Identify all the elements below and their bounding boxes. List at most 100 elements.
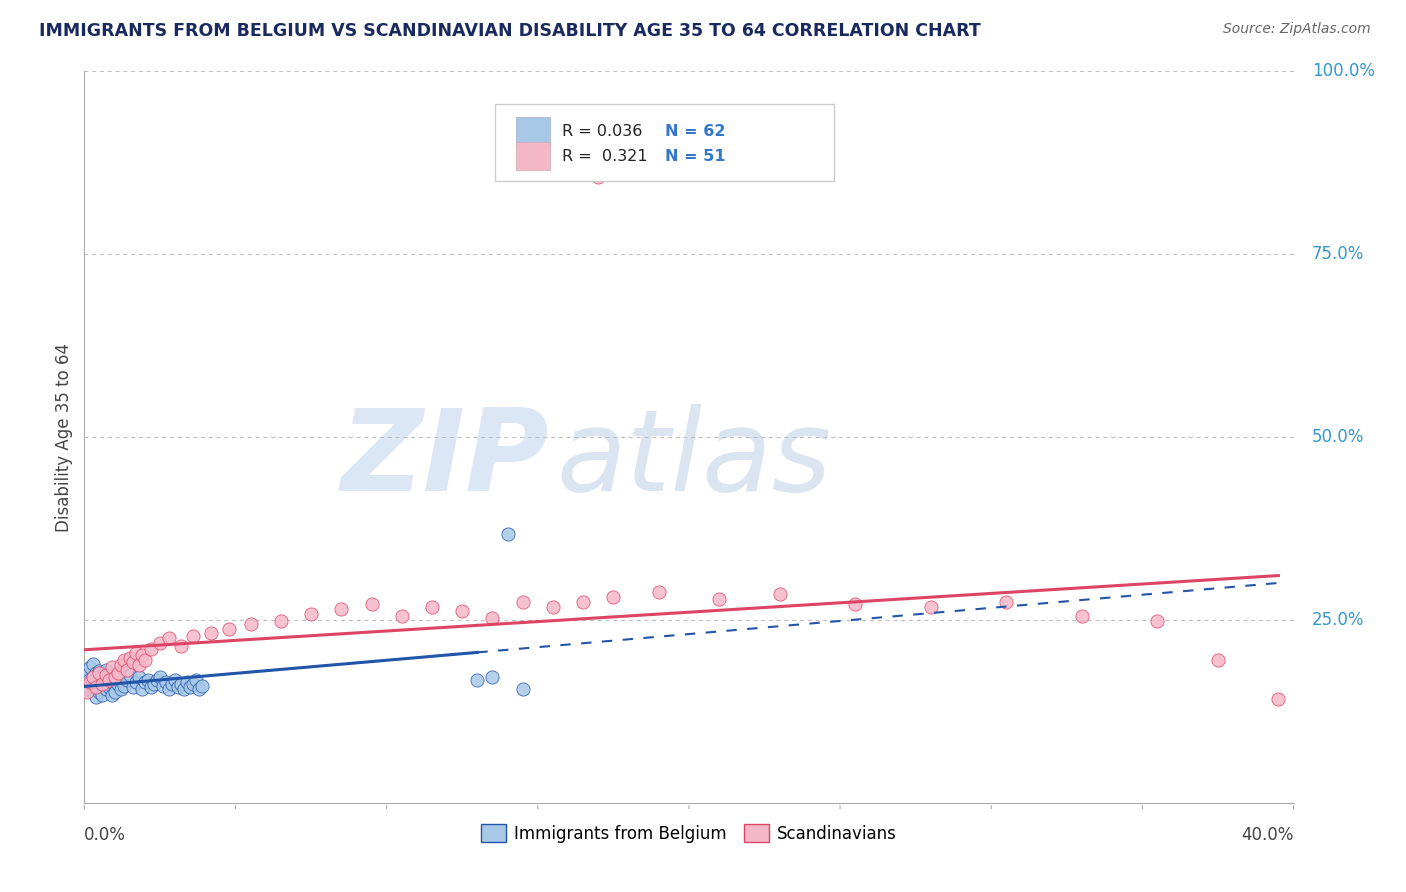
Point: [91, 677, 114, 691]
Point: [481, 670, 503, 684]
Point: [112, 679, 135, 693]
Point: [170, 677, 193, 691]
Point: [920, 599, 942, 614]
Point: [86, 690, 108, 704]
Point: [86, 665, 108, 680]
Point: [107, 665, 129, 680]
Point: [1206, 653, 1229, 667]
Point: [76, 684, 98, 698]
Point: [188, 682, 211, 697]
Point: [181, 629, 204, 643]
Point: [128, 670, 150, 684]
Point: [131, 648, 153, 662]
Text: 100.0%: 100.0%: [1312, 62, 1375, 80]
Point: [89, 665, 111, 680]
Point: [170, 639, 193, 653]
Point: [77, 673, 100, 687]
Point: [496, 526, 519, 541]
Point: [89, 684, 111, 698]
Point: [131, 682, 153, 697]
Point: [270, 615, 292, 629]
Point: [1146, 615, 1168, 629]
Point: [110, 682, 132, 697]
Point: [110, 670, 132, 684]
Point: [152, 679, 174, 693]
Point: [157, 682, 180, 697]
Point: [115, 663, 138, 677]
Point: [82, 670, 104, 684]
Point: [91, 667, 114, 681]
Y-axis label: Disability Age 35 to 64: Disability Age 35 to 64: [55, 343, 73, 532]
Point: [360, 597, 382, 611]
Point: [149, 636, 172, 650]
Legend: Immigrants from Belgium, Scandinavians: Immigrants from Belgium, Scandinavians: [474, 818, 904, 849]
Point: [86, 673, 108, 687]
Point: [125, 675, 148, 690]
Point: [104, 684, 127, 698]
Point: [191, 679, 214, 693]
Point: [330, 602, 353, 616]
Point: [82, 657, 104, 671]
Text: atlas: atlas: [555, 403, 831, 515]
Text: IMMIGRANTS FROM BELGIUM VS SCANDINAVIAN DISABILITY AGE 35 TO 64 CORRELATION CHAR: IMMIGRANTS FROM BELGIUM VS SCANDINAVIAN …: [39, 22, 981, 40]
Text: R = 0.036: R = 0.036: [562, 124, 643, 139]
Text: 25.0%: 25.0%: [1312, 611, 1364, 629]
Point: [104, 670, 127, 684]
Point: [139, 680, 162, 694]
Point: [142, 677, 165, 691]
Point: [167, 680, 190, 694]
Point: [420, 599, 443, 614]
Point: [80, 677, 103, 691]
Point: [94, 667, 117, 681]
Point: [121, 656, 143, 670]
Text: R =  0.321: R = 0.321: [562, 149, 648, 164]
Point: [97, 673, 120, 687]
Text: 75.0%: 75.0%: [1312, 245, 1364, 263]
Point: [82, 670, 104, 684]
Point: [125, 646, 148, 660]
Point: [139, 642, 162, 657]
Point: [134, 675, 156, 690]
Point: [709, 592, 731, 607]
Text: N = 51: N = 51: [665, 149, 725, 164]
Point: [91, 677, 114, 691]
Point: [82, 680, 104, 694]
Point: [94, 673, 117, 687]
Point: [75, 682, 97, 697]
Point: [79, 675, 101, 690]
Point: [481, 611, 503, 625]
Point: [86, 680, 108, 694]
Point: [79, 682, 101, 697]
Point: [136, 673, 159, 687]
Point: [118, 651, 141, 665]
Point: [89, 664, 111, 678]
Point: [107, 677, 129, 691]
Point: [299, 607, 322, 621]
Point: [115, 673, 138, 687]
Point: [995, 594, 1018, 608]
Point: [104, 673, 127, 687]
Point: [97, 670, 120, 684]
Point: [181, 677, 204, 691]
Point: [94, 663, 117, 677]
Point: [149, 670, 172, 684]
Point: [200, 626, 222, 640]
Text: N = 62: N = 62: [665, 124, 725, 139]
Point: [588, 170, 610, 185]
Point: [239, 616, 262, 631]
Point: [118, 667, 141, 681]
Point: [467, 673, 489, 687]
Point: [173, 682, 195, 697]
Point: [100, 675, 122, 690]
FancyBboxPatch shape: [495, 104, 834, 181]
Text: Source: ZipAtlas.com: Source: ZipAtlas.com: [1223, 22, 1371, 37]
Text: 40.0%: 40.0%: [1241, 826, 1294, 844]
Point: [512, 682, 534, 697]
Point: [79, 660, 101, 674]
Point: [97, 680, 120, 694]
Point: [844, 597, 866, 611]
Text: 0.0%: 0.0%: [84, 826, 127, 844]
Bar: [516, 118, 550, 145]
Point: [112, 653, 135, 667]
Point: [146, 673, 169, 687]
